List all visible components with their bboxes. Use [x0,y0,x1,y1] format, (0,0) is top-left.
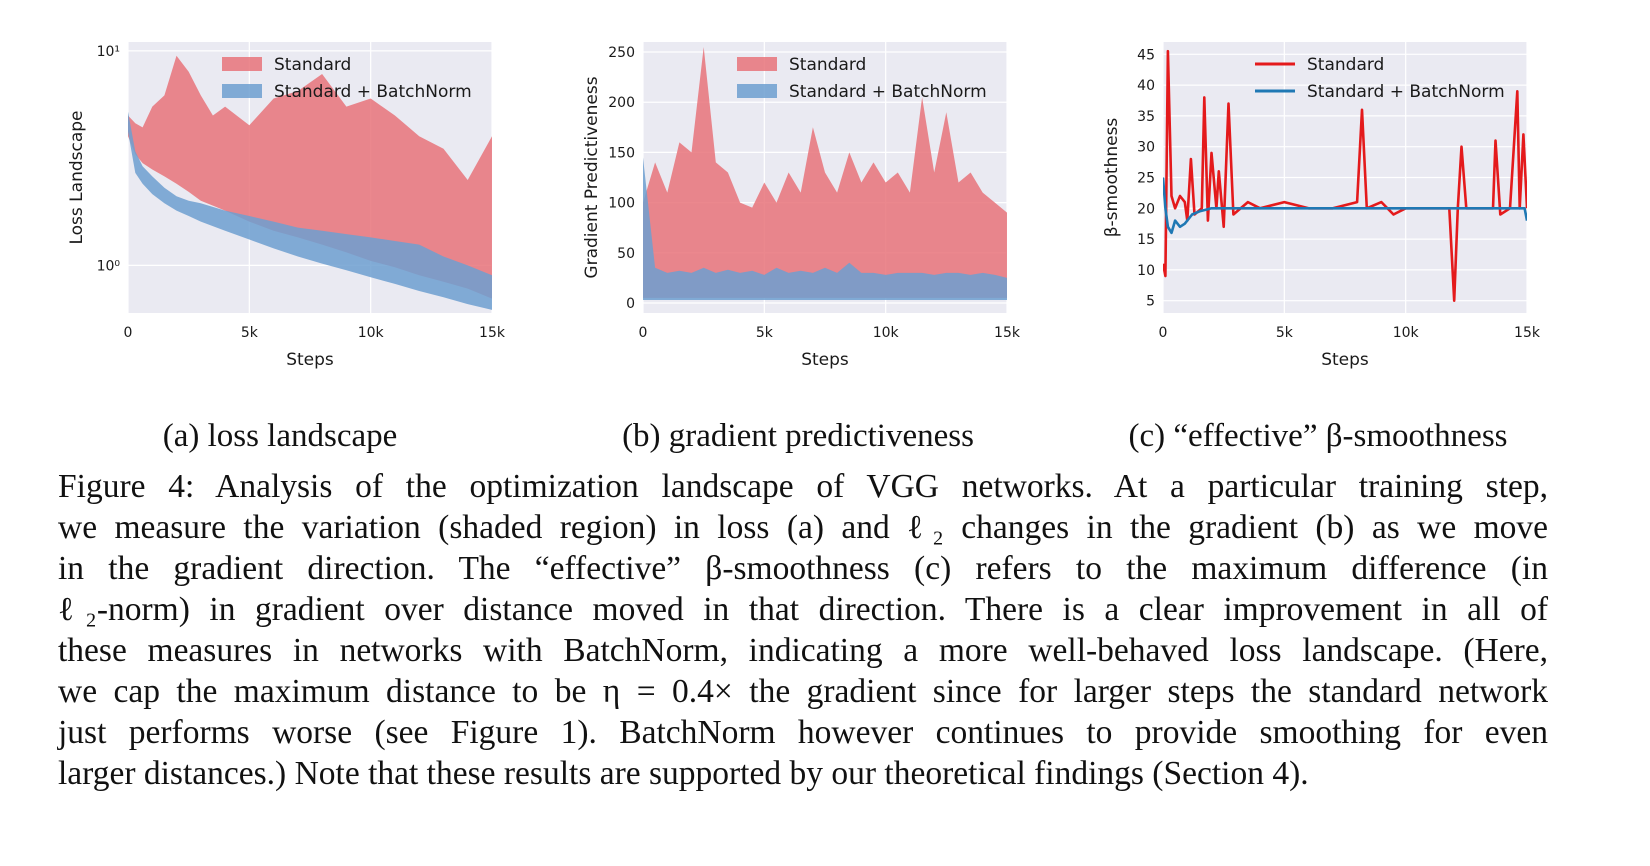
x-axis-label: Steps [1321,350,1369,370]
x-tick-label: 0 [124,325,133,341]
loss-landscape-chart: 0 5k 10k 15k 10⁰ 10¹ Steps Loss Landscape Standa… [67,42,506,370]
x-tick-label: 15k [479,325,506,341]
standard-band [643,47,1007,298]
batchnorm-band [128,111,492,310]
legend-label: Standard [1307,55,1384,75]
panel-b: 0 5k 10k 15k 0 50 100 150 200 250 Steps Gradient Pr… [575,0,1045,380]
y-axis-label: β-smoothness [1102,118,1122,238]
figure-caption: Figure 4: Analysis of the optimization l… [58,466,1548,794]
caption-line: Figure 4: Analysis of the optimization l… [58,468,1548,505]
plot-area [643,47,1007,300]
y-tick-label: 15 [1137,232,1155,248]
batchnorm-line [1163,177,1527,235]
x-tick-label: 0 [1159,325,1168,341]
y-tick-label: 100 [608,196,635,212]
subcaption-a: (a) loss landscape [162,418,398,454]
legend-swatch [737,84,777,98]
caption-line: larger distances.) Note that these resul… [58,755,1309,792]
y-tick-label: 50 [617,246,635,262]
y-tick-label: 40 [1137,78,1155,94]
plot-area [128,55,492,310]
x-tick-label: 0 [639,325,648,341]
y-tick-label: 150 [608,145,635,161]
legend-label: Standard + BatchNorm [1307,82,1505,102]
y-tick-label: 20 [1137,201,1155,217]
y-tick-label: 0 [626,296,635,312]
caption-line: just performs worse (see Figure 1). Batc… [58,714,1548,751]
x-axis-label: Steps [801,350,849,370]
batchnorm-band [643,157,1007,300]
caption-line: in the gradient direction. The “effectiv… [58,550,1548,587]
y-axis-label: Loss Landscape [67,110,87,244]
caption-line: we measure the variation (shaded region)… [58,509,1548,546]
legend-swatch [737,57,777,71]
panel-a: 0 5k 10k 15k 10⁰ 10¹ Steps Loss Landscape Standa… [60,0,530,380]
legend-swatch [222,84,262,98]
caption-line: ℓ₂-norm) in gradient over distance moved… [58,591,1548,628]
gradient-predictiveness-chart: 0 5k 10k 15k 0 50 100 150 200 250 Steps Gradient Pr… [582,42,1021,370]
y-tick-label: 10⁰ [97,258,121,274]
y-tick-label: 30 [1137,140,1155,156]
legend-label: Standard [789,55,866,75]
y-tick-label: 250 [608,45,635,61]
y-tick-label: 10¹ [97,44,120,60]
y-tick-label: 35 [1137,109,1155,125]
subcaption-c: (c) “effective” β-smoothness [1128,418,1508,454]
x-tick-label: 10k [1393,325,1420,341]
x-tick-label: 5k [1276,325,1294,341]
legend-label: Standard + BatchNorm [274,82,472,102]
legend-swatch [222,57,262,71]
x-tick-label: 5k [756,325,774,341]
y-tick-label: 45 [1137,47,1155,63]
legend-label: Standard [274,55,351,75]
plot-area [1163,49,1527,302]
y-tick-label: 10 [1137,263,1155,279]
beta-smoothness-chart: 0 5k 10k 15k 5 10 15 20 25 30 35 40 45 Steps β-smoothn… [1102,42,1541,370]
standard-band [128,55,492,299]
caption-line: we cap the maximum distance to be η = 0.… [58,673,1548,710]
y-tick-label: 25 [1137,171,1155,187]
subcaption-b: (b) gradient predictiveness [622,418,974,454]
y-tick-label: 5 [1146,294,1155,310]
x-tick-label: 10k [873,325,900,341]
x-axis-label: Steps [286,350,334,370]
x-tick-label: 10k [358,325,385,341]
x-tick-label: 5k [241,325,259,341]
x-tick-label: 15k [1514,325,1541,341]
panel-c: 0 5k 10k 15k 5 10 15 20 25 30 35 40 45 Steps β-smoothn… [1095,0,1565,380]
y-axis-label: Gradient Predictiveness [582,76,602,278]
caption-line: these measures in networks with BatchNor… [58,632,1548,669]
legend-label: Standard + BatchNorm [789,82,987,102]
x-tick-label: 15k [994,325,1021,341]
y-tick-label: 200 [608,95,635,111]
